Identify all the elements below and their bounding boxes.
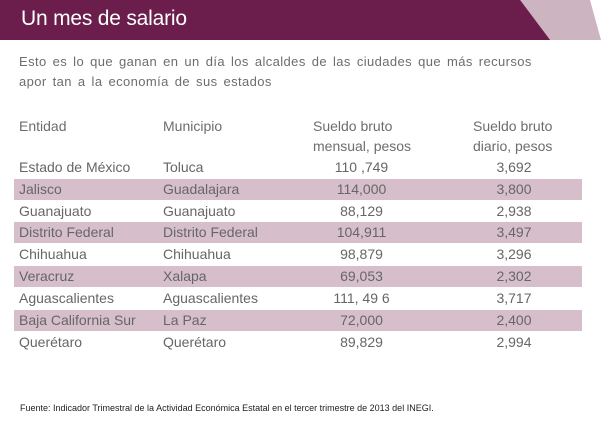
subtitle: Esto es lo que ganan en un día los alcal… xyxy=(19,54,532,89)
page-title: Un mes de salario xyxy=(21,7,187,30)
table-row: Aguascalientes Aguascalientes 111, 49 6 … xyxy=(14,288,582,309)
cell-diario: 2,938 xyxy=(496,203,532,219)
table-row: Guanajuato Guanajuato 88,129 2,938 xyxy=(14,201,582,222)
cell-entidad: Querétaro xyxy=(19,334,83,350)
cell-entidad: Baja California Sur xyxy=(19,312,136,328)
cell-diario: 2,302 xyxy=(496,268,532,284)
cell-municipio: Chihuahua xyxy=(163,246,231,262)
cell-mensual: 88,129 xyxy=(340,203,383,219)
table-row: Estado de México Toluca 110 ,749 3,692 xyxy=(14,157,582,178)
cell-municipio: Toluca xyxy=(163,159,204,175)
cell-diario: 3,296 xyxy=(496,246,532,262)
cell-entidad: Guanajuato xyxy=(19,203,92,219)
cell-diario: 3,717 xyxy=(496,290,532,306)
column-header-mensual: Sueldo bruto mensual, pesos xyxy=(313,116,411,156)
cell-municipio: Xalapa xyxy=(163,268,207,284)
cell-municipio: Guadalajara xyxy=(163,181,240,197)
header-bar xyxy=(0,0,550,40)
table-row: Jalisco Guadalajara 114,000 3,800 xyxy=(14,179,582,200)
column-header-mensual-line1: Sueldo bruto xyxy=(313,118,393,134)
cell-mensual: 111, 49 6 xyxy=(333,290,390,306)
table-row: Veracruz Xalapa 69,053 2,302 xyxy=(14,266,582,287)
cell-diario: 3,800 xyxy=(496,181,532,197)
cell-mensual: 98,879 xyxy=(340,246,383,262)
cell-municipio: Guanajuato xyxy=(163,203,236,219)
cell-municipio: La Paz xyxy=(163,312,207,328)
table-row: Distrito Federal Distrito Federal 104,91… xyxy=(14,222,582,243)
table-row: Baja California Sur La Paz 72,000 2,400 xyxy=(14,310,582,331)
cell-mensual: 89,829 xyxy=(340,334,383,350)
cell-entidad: Jalisco xyxy=(19,181,62,197)
cell-diario: 2,994 xyxy=(496,334,532,350)
cell-mensual: 114,000 xyxy=(336,181,387,197)
page-fold-corner xyxy=(520,0,601,40)
column-header-diario-line2: diario, pesos xyxy=(473,138,553,154)
cell-municipio: Querétaro xyxy=(163,334,227,350)
header-banner: Un mes de salario xyxy=(0,0,601,40)
cell-mensual: 69,053 xyxy=(340,268,383,284)
column-header-municipio: Municipio xyxy=(163,118,223,134)
column-header-entidad: Entidad xyxy=(19,118,67,134)
cell-diario: 2,400 xyxy=(496,312,532,328)
cell-entidad: Distrito Federal xyxy=(19,224,114,240)
column-header-diario: Sueldo bruto diario, pesos xyxy=(473,116,552,156)
table-row: Chihuahua Chihuahua 98,879 3,296 xyxy=(14,244,582,265)
cell-entidad: Chihuahua xyxy=(19,246,87,262)
cell-municipio: Distrito Federal xyxy=(163,224,258,240)
cell-mensual: 104,911 xyxy=(336,224,387,240)
cell-mensual: 110 ,749 xyxy=(334,159,389,175)
cell-entidad: Estado de México xyxy=(19,159,131,175)
cell-entidad: Veracruz xyxy=(19,268,75,284)
source-footnote: Fuente: Indicador Trimestral de la Activ… xyxy=(20,403,434,413)
column-header-mensual-line2: mensual, pesos xyxy=(313,138,412,154)
cell-diario: 3,692 xyxy=(496,159,532,175)
column-header-diario-line1: Sueldo bruto xyxy=(473,118,553,134)
cell-mensual: 72,000 xyxy=(340,312,383,328)
table-row: Querétaro Querétaro 89,829 2,994 xyxy=(14,332,582,353)
cell-diario: 3,497 xyxy=(496,224,532,240)
cell-municipio: Aguascalientes xyxy=(163,290,258,306)
cell-entidad: Aguascalientes xyxy=(19,290,114,306)
